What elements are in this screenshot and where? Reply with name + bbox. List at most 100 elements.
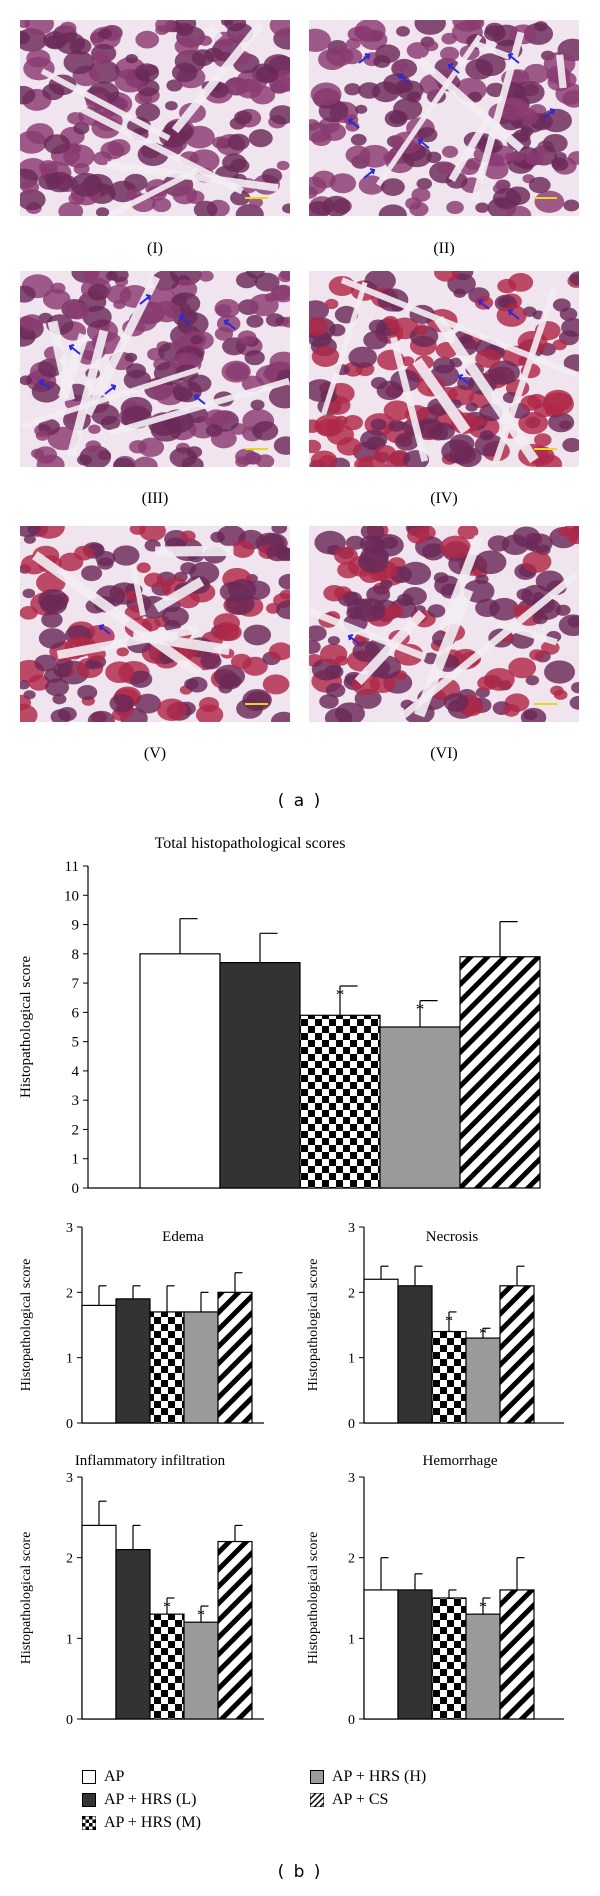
bar-2 bbox=[115, 1298, 151, 1424]
y-tick-label: 1 bbox=[348, 1352, 355, 1367]
y-tick-label: 0 bbox=[66, 1417, 73, 1432]
y-tick-label: 6 bbox=[72, 1005, 80, 1021]
significance-star: * bbox=[197, 1607, 205, 1624]
legend-swatch-hrs-h bbox=[310, 1770, 324, 1784]
y-tick-label: 7 bbox=[72, 976, 80, 992]
y-tick-label: 8 bbox=[72, 947, 80, 963]
bar-2 bbox=[397, 1285, 433, 1424]
y-tick-label: 3 bbox=[72, 1093, 80, 1109]
y-tick-label: 1 bbox=[66, 1352, 73, 1367]
chart-hemorrhage: Hemorrhage Histopathological score 0 1 2 3 * bbox=[306, 1453, 564, 1728]
histology-panel-5 bbox=[20, 526, 290, 722]
bar-1 bbox=[81, 1304, 117, 1424]
y-tick-label: 9 bbox=[72, 918, 80, 934]
panel-label-5: (V) bbox=[143, 745, 167, 762]
chart-inflammatory: Inflammatory infiltration Histopathologic… bbox=[19, 1453, 264, 1728]
histology-panel-2 bbox=[309, 20, 579, 216]
significance-star: * bbox=[479, 1325, 487, 1342]
y-tick-label: 2 bbox=[348, 1552, 355, 1567]
chart-title: Hemorrhage bbox=[423, 1453, 498, 1469]
bar-1 bbox=[363, 1589, 399, 1720]
histology-panel-4 bbox=[309, 271, 579, 467]
y-axis-label: Histopathological score bbox=[18, 956, 34, 1098]
y-axis-label: Histopathological score bbox=[19, 1259, 34, 1392]
chart-edema: Edema Histopathological score 0 1 2 3 bbox=[19, 1221, 264, 1432]
chart-title: Total histopathological scores bbox=[155, 835, 346, 852]
y-tick-label: 1 bbox=[348, 1632, 355, 1647]
panel-label-1: (I) bbox=[147, 240, 163, 257]
significance-star: * bbox=[163, 1599, 171, 1616]
y-tick-label: 3 bbox=[66, 1221, 73, 1236]
y-tick-label: 1 bbox=[66, 1632, 73, 1647]
significance-star: * bbox=[416, 1000, 425, 1019]
legend-item-cs: AP + CS bbox=[310, 1791, 388, 1809]
part-a-label: ( a ) bbox=[277, 791, 323, 811]
y-tick-label: 2 bbox=[66, 1552, 73, 1567]
bar-4 bbox=[465, 1337, 501, 1424]
y-axis-label: Histopathological score bbox=[306, 1532, 321, 1665]
bar-4 bbox=[465, 1613, 501, 1720]
chart-title: Inflammatory infiltration bbox=[75, 1453, 226, 1469]
bar-2 bbox=[397, 1589, 433, 1720]
y-tick-label: 5 bbox=[72, 1035, 80, 1051]
legend-item-hrs-h: AP + HRS (H) bbox=[310, 1768, 426, 1786]
legend-label-cs: AP + CS bbox=[332, 1791, 389, 1808]
bar-2 bbox=[115, 1548, 151, 1720]
y-tick-label: 3 bbox=[348, 1471, 355, 1486]
histology-panel-3 bbox=[20, 271, 290, 467]
significance-star: * bbox=[445, 1313, 453, 1330]
y-axis-label: Histopathological score bbox=[19, 1532, 34, 1665]
legend-swatch-cs bbox=[310, 1793, 324, 1807]
histology-panel-1 bbox=[20, 20, 290, 216]
y-tick-label: 2 bbox=[66, 1286, 73, 1301]
legend-item-ap: AP bbox=[82, 1768, 124, 1786]
panel-label-4: (IV) bbox=[430, 490, 458, 507]
bar-4 bbox=[183, 1621, 219, 1720]
bar-1 bbox=[363, 1278, 399, 1424]
bar-4 bbox=[183, 1311, 219, 1424]
panel-label-3: (III) bbox=[141, 490, 169, 507]
y-tick-label: 10 bbox=[64, 888, 79, 904]
y-tick-label: 0 bbox=[72, 1181, 80, 1197]
y-tick-label: 2 bbox=[72, 1122, 80, 1138]
legend-label-hrs-m: AP + HRS (M) bbox=[104, 1814, 201, 1831]
y-axis-label: Histopathological score bbox=[306, 1259, 321, 1392]
panel-label-2: (II) bbox=[433, 240, 455, 257]
significance-star: * bbox=[336, 985, 345, 1004]
bar-3 bbox=[431, 1597, 467, 1720]
bar-5 bbox=[217, 1291, 253, 1424]
bar-5 bbox=[499, 1589, 535, 1720]
legend-swatch-ap bbox=[82, 1770, 96, 1784]
legend-item-hrs-l: AP + HRS (L) bbox=[82, 1791, 196, 1809]
y-tick-label: 2 bbox=[348, 1286, 355, 1301]
legend-swatch-hrs-l bbox=[82, 1793, 96, 1807]
bar-3 bbox=[149, 1613, 185, 1720]
bar-4 bbox=[379, 1026, 461, 1189]
legend-item-hrs-m: AP + HRS (M) bbox=[82, 1814, 201, 1832]
y-tick-label: 4 bbox=[72, 1064, 80, 1080]
bar-3 bbox=[431, 1330, 467, 1424]
bar-5 bbox=[499, 1285, 535, 1424]
bar-5 bbox=[459, 956, 541, 1189]
legend-label-hrs-h: AP + HRS (H) bbox=[332, 1768, 427, 1785]
chart-title: Edema bbox=[162, 1229, 204, 1245]
bar-3 bbox=[149, 1311, 185, 1424]
histology-panel-6 bbox=[309, 526, 579, 722]
y-tick-label: 0 bbox=[348, 1713, 355, 1728]
chart-total-scores: Total histopathological scores Histopatho… bbox=[18, 835, 541, 1197]
legend-swatch-hrs-m bbox=[82, 1816, 96, 1830]
bar-1 bbox=[139, 953, 221, 1189]
y-tick-label: 0 bbox=[66, 1713, 73, 1728]
bar-1 bbox=[81, 1524, 117, 1720]
y-tick-label: 0 bbox=[348, 1417, 355, 1432]
chart-title: Necrosis bbox=[426, 1229, 479, 1245]
bar-2 bbox=[219, 962, 301, 1189]
y-tick-label: 3 bbox=[66, 1471, 73, 1486]
legend-label-ap: AP bbox=[104, 1768, 125, 1785]
part-b-label: ( b ) bbox=[277, 1862, 323, 1882]
bar-5 bbox=[217, 1540, 253, 1720]
y-tick-label: 1 bbox=[72, 1152, 80, 1168]
significance-star: * bbox=[479, 1599, 487, 1616]
chart-necrosis: Necrosis Histopathological score 0 1 2 3 * * bbox=[306, 1221, 564, 1432]
legend-label-hrs-l: AP + HRS (L) bbox=[104, 1791, 197, 1808]
